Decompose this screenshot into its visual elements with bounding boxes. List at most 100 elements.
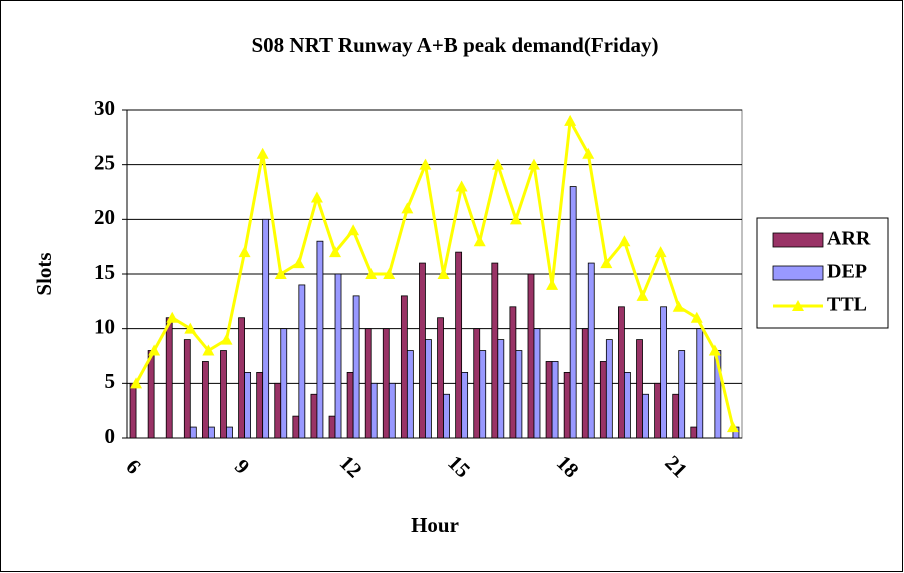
- bar: [274, 382, 282, 439]
- bar: [636, 339, 643, 439]
- line-marker: [347, 224, 360, 236]
- x-axis-label: Hour: [411, 513, 459, 537]
- line-marker: [618, 235, 631, 247]
- bar: [262, 218, 270, 439]
- bar: [527, 273, 535, 439]
- bar: [461, 371, 469, 439]
- bar: [244, 371, 251, 439]
- line-marker: [564, 114, 577, 126]
- bar: [599, 361, 607, 439]
- bar: [316, 240, 324, 439]
- bar: [328, 415, 336, 439]
- bar: [569, 186, 577, 439]
- line: [134, 116, 735, 428]
- line-marker: [256, 147, 269, 159]
- y-tick-label: 15: [94, 260, 115, 284]
- bar: [587, 262, 595, 439]
- line-marker: [672, 300, 685, 312]
- bar: [425, 339, 432, 439]
- line-marker: [329, 246, 342, 258]
- bar: [400, 295, 408, 439]
- line-marker: [654, 246, 667, 258]
- bar: [624, 371, 631, 439]
- bar: [545, 361, 553, 439]
- line-marker: [310, 191, 323, 203]
- bar: [220, 350, 227, 439]
- bar: [310, 393, 318, 439]
- bar: [563, 371, 571, 439]
- bar: [491, 262, 499, 439]
- line-marker: [600, 257, 613, 269]
- bar: [443, 393, 450, 439]
- line-marker: [473, 235, 486, 247]
- line-marker: [238, 246, 251, 258]
- line-marker: [636, 289, 649, 301]
- line-marker: [455, 180, 468, 192]
- line-marker: [546, 278, 559, 290]
- bar: [256, 371, 264, 439]
- y-tick-label: 10: [94, 314, 115, 338]
- bar: [189, 426, 197, 439]
- bar: [334, 273, 342, 439]
- line-marker: [401, 202, 414, 214]
- bar: [364, 328, 372, 439]
- line-marker: [437, 268, 450, 279]
- line-marker: [582, 147, 595, 159]
- line-marker: [383, 268, 396, 279]
- line-marker: [202, 344, 215, 356]
- bar: [147, 350, 155, 439]
- legend-label: DEP: [827, 261, 867, 283]
- line-marker: [148, 344, 161, 356]
- bar: [696, 328, 704, 439]
- bar: [642, 393, 649, 439]
- bar: [370, 382, 378, 439]
- bar: [515, 350, 523, 439]
- bar: [581, 328, 589, 439]
- line-marker: [130, 377, 143, 389]
- bar: [165, 317, 173, 439]
- line-marker: [527, 158, 540, 170]
- y-tick-label: 30: [94, 96, 115, 120]
- bar: [183, 339, 191, 439]
- bar: [419, 262, 426, 439]
- bar: [346, 371, 354, 439]
- bar: [352, 295, 360, 439]
- bar: [207, 426, 215, 439]
- legend-label: ARR: [827, 228, 871, 250]
- line-marker: [220, 333, 233, 345]
- line-marker: [365, 268, 378, 279]
- bar: [605, 339, 613, 439]
- line-marker: [274, 268, 287, 279]
- bar: [280, 328, 288, 439]
- line-marker: [690, 311, 703, 323]
- bar: [672, 393, 680, 439]
- legend-swatch: [772, 265, 824, 281]
- line-marker: [726, 421, 739, 433]
- legend-marker: [792, 300, 804, 311]
- bar: [533, 328, 541, 439]
- y-tick-label: 0: [105, 424, 116, 448]
- bar: [690, 426, 698, 439]
- bar: [678, 350, 686, 439]
- bar: [473, 328, 481, 439]
- bar: [437, 317, 444, 439]
- line-marker: [491, 158, 504, 170]
- bar: [455, 251, 463, 439]
- bar: [201, 361, 209, 439]
- line-marker: [708, 344, 721, 356]
- legend-swatch: [772, 232, 824, 248]
- line-marker: [292, 257, 305, 269]
- bar: [129, 382, 137, 439]
- bar: [479, 350, 487, 439]
- bar: [388, 382, 396, 439]
- bar: [382, 328, 390, 439]
- bar: [660, 306, 668, 439]
- bar: [509, 306, 517, 439]
- bar: [618, 306, 625, 439]
- bar: [551, 361, 559, 439]
- y-tick-label: 5: [105, 369, 116, 393]
- bar: [226, 426, 233, 439]
- y-tick-label: 25: [94, 150, 115, 174]
- line-marker: [419, 158, 432, 170]
